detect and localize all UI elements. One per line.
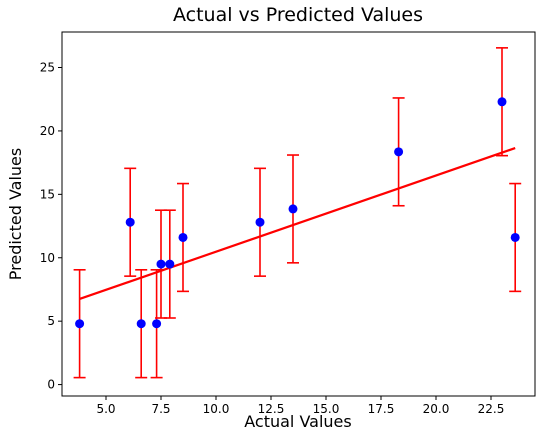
data-point-3 xyxy=(152,319,162,329)
data-point-2 xyxy=(136,319,146,329)
y-tick-label: 5 xyxy=(47,314,55,328)
data-point-11 xyxy=(510,232,520,242)
data-point-1 xyxy=(125,217,135,227)
y-axis-title: Predicted Values xyxy=(6,148,25,280)
fit-line xyxy=(79,147,516,301)
plot-area xyxy=(73,47,522,379)
y-axis: 0 5 10 15 20 25 xyxy=(40,61,62,392)
x-tick-label: 5.0 xyxy=(96,402,115,416)
x-tick-label: 22.5 xyxy=(478,402,505,416)
data-point-10 xyxy=(497,97,507,107)
data-point-9 xyxy=(394,147,404,157)
data-point-0 xyxy=(75,319,85,329)
data-point-5 xyxy=(165,259,175,269)
x-tick-label: 10.0 xyxy=(203,402,230,416)
y-tick-label: 25 xyxy=(40,61,55,75)
y-tick-label: 15 xyxy=(40,187,55,201)
x-tick-label: 17.5 xyxy=(368,402,395,416)
y-tick-label: 0 xyxy=(47,378,55,392)
data-point-7 xyxy=(255,217,265,227)
data-point-4 xyxy=(156,259,166,269)
x-tick-label: 12.5 xyxy=(258,402,285,416)
x-tick-label: 20.0 xyxy=(423,402,450,416)
data-point-6 xyxy=(178,232,188,242)
x-tick-label: 7.5 xyxy=(151,402,170,416)
x-tick-label: 15.0 xyxy=(313,402,340,416)
data-point-8 xyxy=(288,204,298,214)
axes-frame xyxy=(61,31,536,397)
chart-title: Actual vs Predicted Values xyxy=(173,4,423,26)
x-axis: 5.0 7.5 10.0 12.5 15.0 17.5 20.0 22.5 xyxy=(96,396,504,416)
y-tick-label: 10 xyxy=(40,251,55,265)
y-tick-label: 20 xyxy=(40,124,55,138)
x-axis-title: Actual Values xyxy=(244,412,351,431)
